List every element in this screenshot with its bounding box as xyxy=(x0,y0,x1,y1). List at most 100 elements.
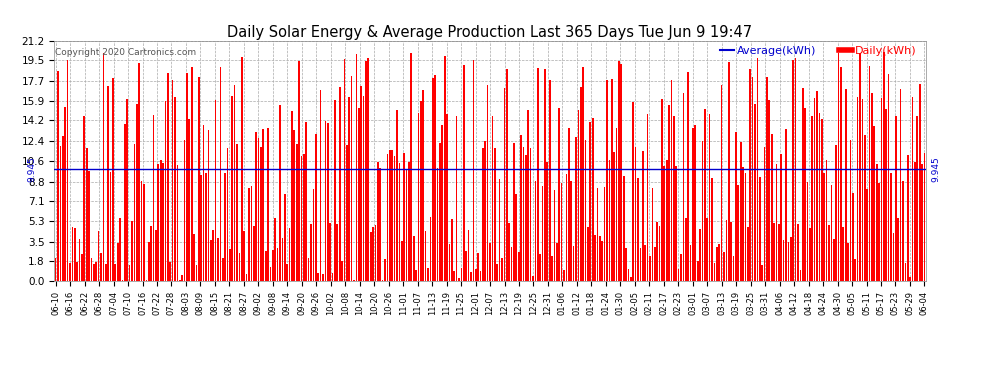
Bar xyxy=(78,239,80,281)
Bar xyxy=(458,278,460,281)
Bar xyxy=(250,186,252,281)
Bar xyxy=(719,244,720,281)
Bar xyxy=(766,77,768,281)
Bar xyxy=(881,98,882,281)
Bar xyxy=(506,69,508,281)
Bar xyxy=(597,188,598,281)
Bar xyxy=(480,271,481,281)
Bar xyxy=(308,258,310,281)
Bar xyxy=(844,88,846,281)
Bar xyxy=(260,147,261,281)
Bar xyxy=(225,173,226,281)
Text: 9.945: 9.945 xyxy=(932,156,940,182)
Bar xyxy=(86,148,87,281)
Bar xyxy=(293,130,295,281)
Bar xyxy=(360,86,362,281)
Bar xyxy=(127,99,128,281)
Bar xyxy=(306,122,307,281)
Bar xyxy=(499,179,500,281)
Bar xyxy=(841,67,842,281)
Bar xyxy=(917,116,918,281)
Bar xyxy=(592,118,594,281)
Bar xyxy=(184,140,185,281)
Bar xyxy=(167,73,168,281)
Bar xyxy=(93,264,95,281)
Bar xyxy=(71,227,73,281)
Bar xyxy=(377,162,379,281)
Bar xyxy=(103,53,104,281)
Bar xyxy=(912,97,914,281)
Bar xyxy=(320,90,322,281)
Bar xyxy=(821,119,823,281)
Bar xyxy=(668,105,670,281)
Bar xyxy=(878,183,880,281)
Bar xyxy=(838,53,840,281)
Bar xyxy=(570,181,572,281)
Legend: Average(kWh), Daily(kWh): Average(kWh), Daily(kWh) xyxy=(716,41,922,60)
Bar xyxy=(735,132,737,281)
Bar xyxy=(635,147,637,281)
Bar xyxy=(642,151,644,281)
Bar xyxy=(54,258,56,281)
Bar xyxy=(797,224,799,281)
Bar xyxy=(124,124,126,281)
Bar xyxy=(353,280,354,281)
Bar xyxy=(205,173,207,281)
Bar xyxy=(628,269,630,281)
Bar xyxy=(831,185,833,281)
Bar xyxy=(694,125,696,281)
Bar xyxy=(516,194,517,281)
Bar xyxy=(141,182,143,281)
Bar xyxy=(744,173,746,281)
Bar xyxy=(59,146,61,281)
Bar xyxy=(212,230,214,281)
Bar xyxy=(511,247,513,281)
Bar xyxy=(227,148,229,281)
Bar xyxy=(824,173,825,281)
Bar xyxy=(272,251,273,281)
Bar xyxy=(389,150,391,281)
Bar xyxy=(633,102,635,281)
Bar xyxy=(609,159,610,281)
Bar xyxy=(193,234,195,281)
Bar xyxy=(239,252,241,281)
Bar xyxy=(382,280,383,281)
Bar xyxy=(379,168,381,281)
Bar xyxy=(284,194,286,281)
Bar xyxy=(747,226,748,281)
Bar xyxy=(726,220,728,281)
Bar xyxy=(763,147,765,281)
Bar xyxy=(542,186,544,281)
Text: Copyright 2020 Cartronics.com: Copyright 2020 Cartronics.com xyxy=(55,48,196,57)
Bar xyxy=(403,153,405,281)
Bar xyxy=(616,128,618,281)
Bar xyxy=(783,240,784,281)
Bar xyxy=(697,261,699,281)
Bar xyxy=(922,164,923,281)
Bar xyxy=(885,110,887,281)
Bar xyxy=(533,276,534,281)
Bar xyxy=(785,129,787,281)
Bar xyxy=(146,280,148,281)
Bar xyxy=(289,228,290,281)
Bar xyxy=(492,116,493,281)
Bar xyxy=(148,242,149,281)
Bar xyxy=(455,116,457,281)
Title: Daily Solar Energy & Average Production Last 365 Days Tue Jun 9 19:47: Daily Solar Energy & Average Production … xyxy=(228,25,752,40)
Bar xyxy=(411,53,412,281)
Bar xyxy=(325,122,326,281)
Bar xyxy=(621,64,622,281)
Bar xyxy=(888,74,889,281)
Bar xyxy=(573,246,574,281)
Bar xyxy=(277,248,278,281)
Bar xyxy=(675,166,677,281)
Bar xyxy=(742,167,743,281)
Bar xyxy=(208,130,209,281)
Bar xyxy=(112,78,114,281)
Bar xyxy=(905,263,906,281)
Bar xyxy=(234,85,236,281)
Bar xyxy=(401,241,403,281)
Bar xyxy=(98,231,99,281)
Bar xyxy=(589,122,591,281)
Bar xyxy=(367,58,369,281)
